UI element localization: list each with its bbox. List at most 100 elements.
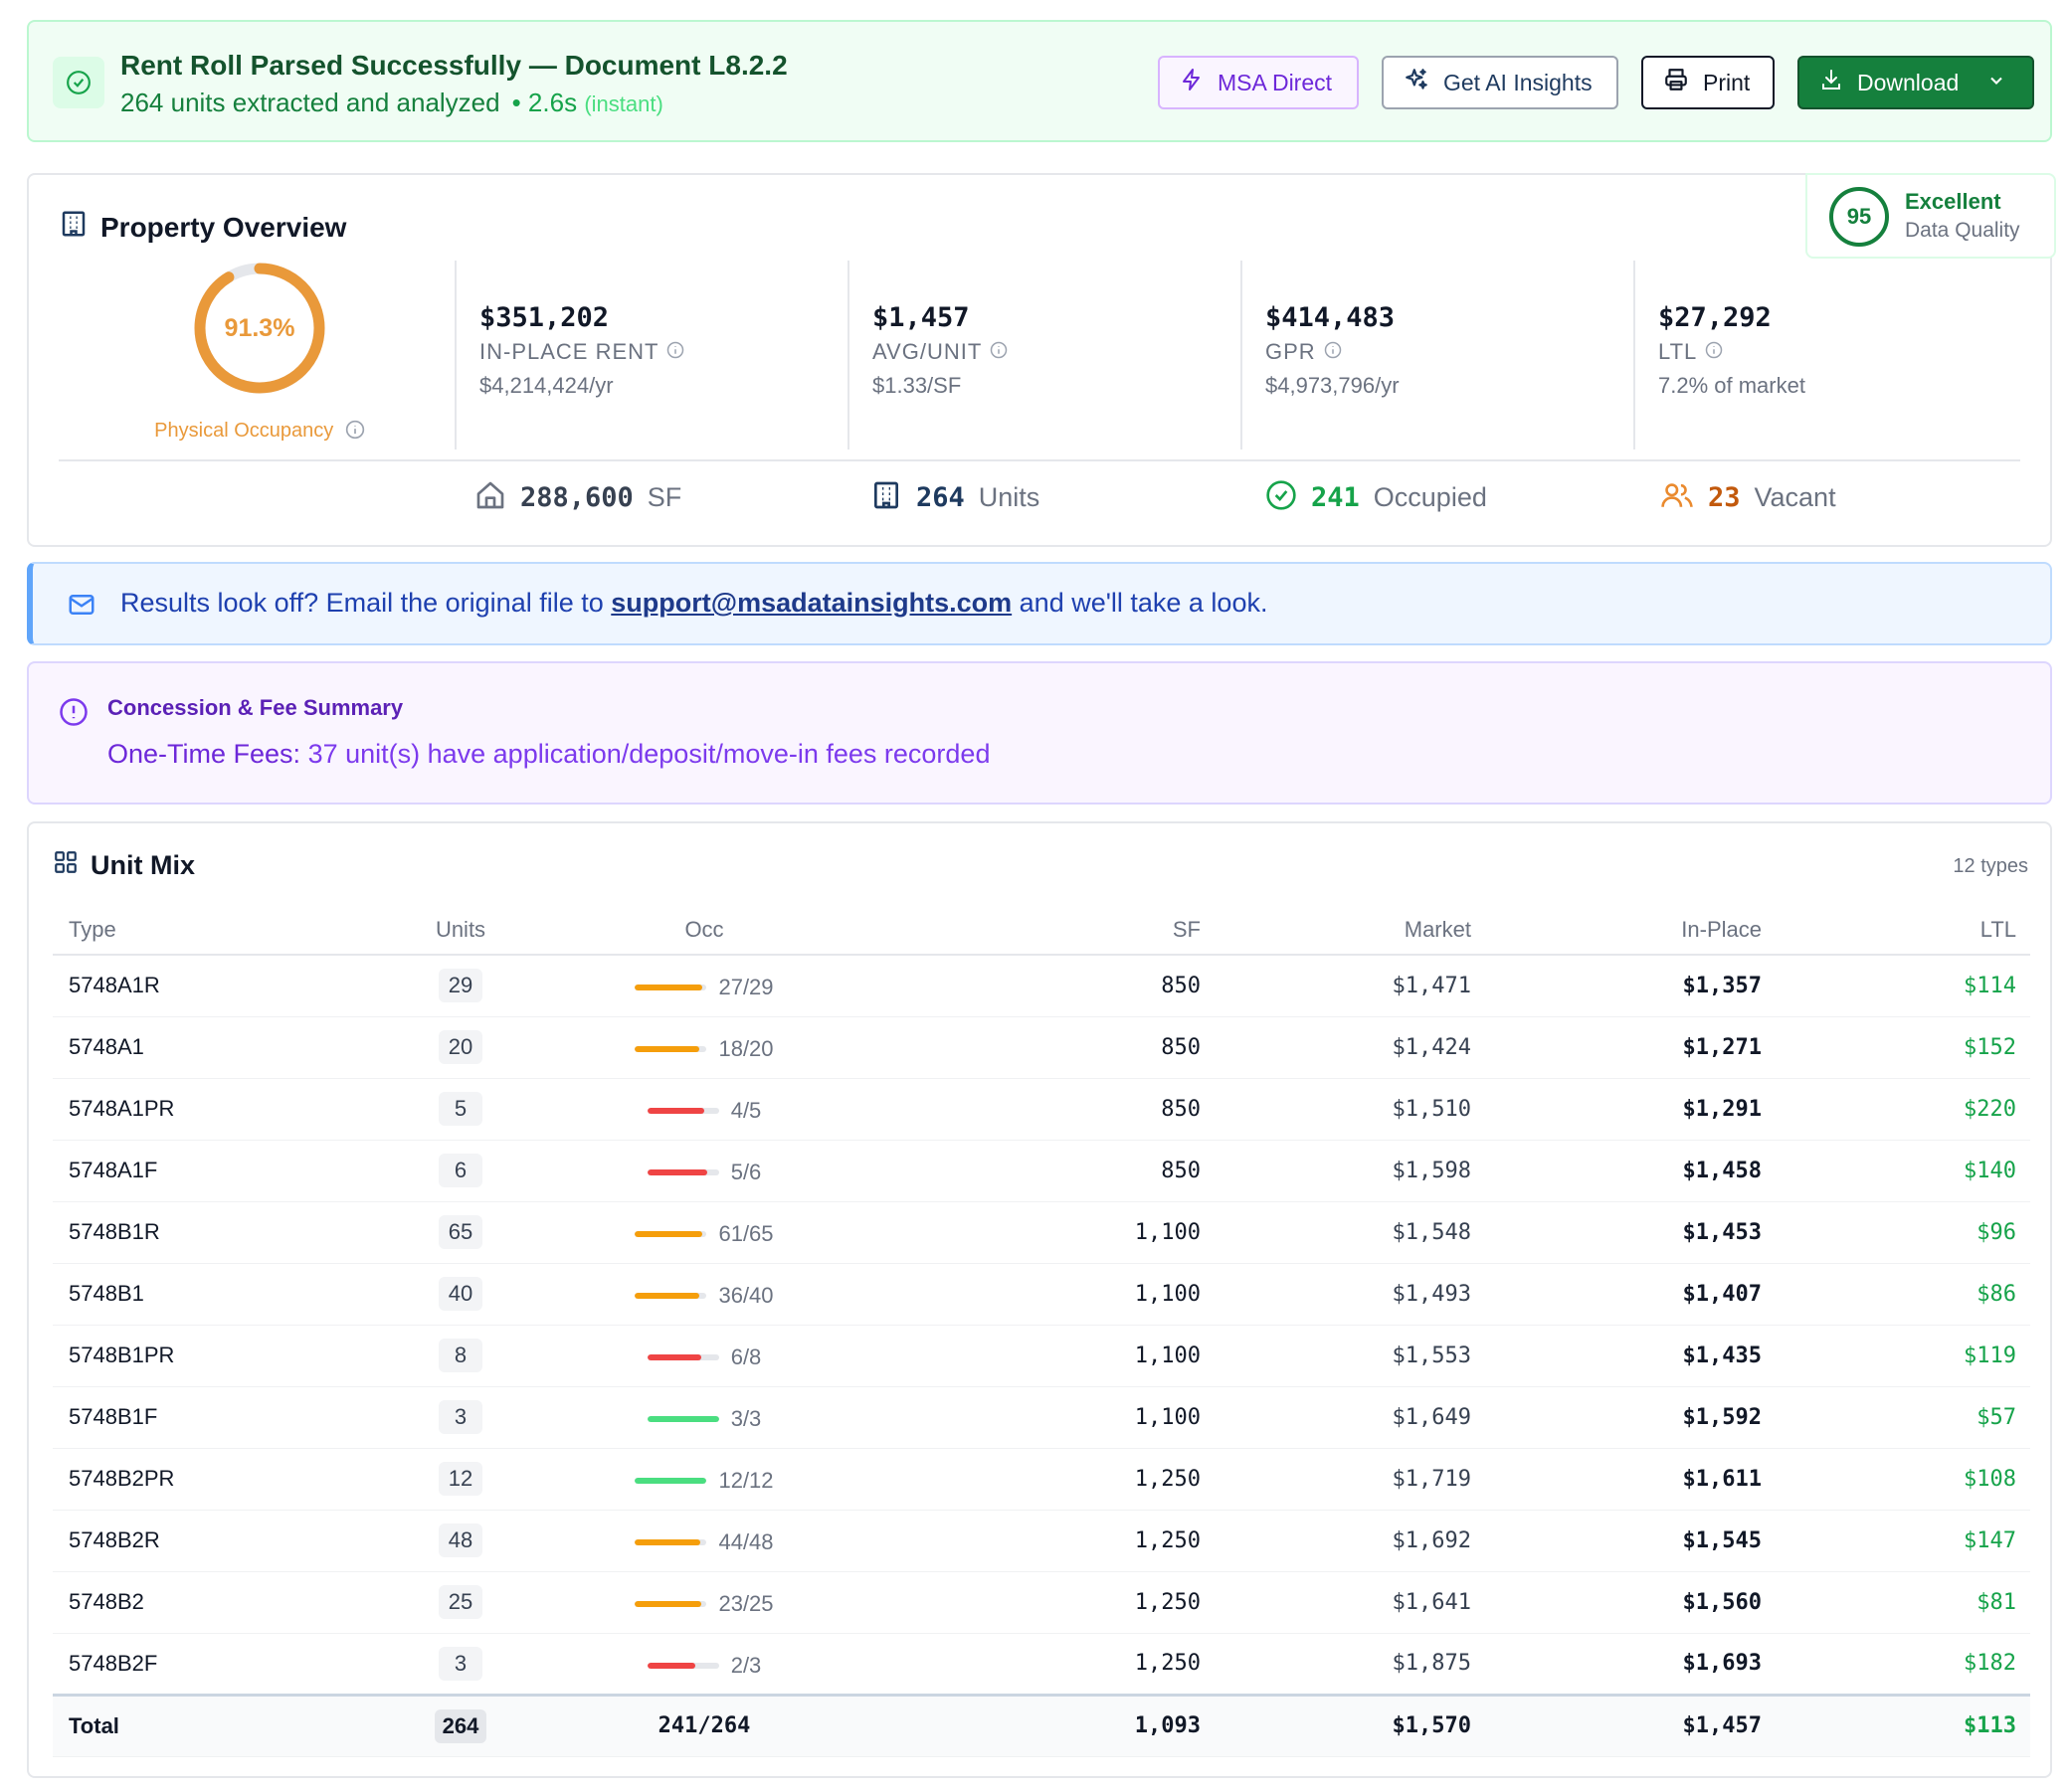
occupancy-bar xyxy=(635,1601,707,1607)
support-email-link[interactable]: support@msadatainsights.com xyxy=(611,588,1013,618)
occupancy-bar-fill xyxy=(635,1478,707,1484)
download-label: Download xyxy=(1857,69,1960,95)
units-pill: 65 xyxy=(439,1215,482,1249)
col-market[interactable]: Market xyxy=(1217,905,1487,956)
stat-vacant: 23 Vacant xyxy=(1660,479,1836,516)
printer-icon xyxy=(1663,67,1689,98)
table-row[interactable]: 5748A1F 6 5/6 850 $1,598 $1,458 $140 xyxy=(53,1140,2030,1202)
cell-inplace: $1,592 xyxy=(1487,1386,1778,1449)
cell-type: 5748A1PR xyxy=(53,1078,381,1141)
cell-sf: 850 xyxy=(868,1140,1217,1202)
cell-market: $1,553 xyxy=(1217,1325,1487,1387)
unit-mix-title: Unit Mix xyxy=(53,849,195,882)
metric-sub: 7.2% of market xyxy=(1658,373,1805,398)
property-overview-card: Property Overview 95 Excellent Data Qual… xyxy=(27,173,2056,547)
col-sf[interactable]: SF xyxy=(868,905,1217,956)
table-row[interactable]: 5748A1R 29 27/29 850 $1,471 $1,357 $114 xyxy=(53,955,2030,1017)
cell-inplace: $1,407 xyxy=(1487,1263,1778,1326)
info-icon[interactable] xyxy=(990,339,1008,365)
unit-mix-card: Unit Mix 12 types Type Units Occ SF Mark… xyxy=(27,821,2052,1778)
cell-occ: 18/20 xyxy=(540,1016,868,1079)
metric-value: $27,292 xyxy=(1658,302,1772,333)
units-pill: 25 xyxy=(439,1585,482,1619)
cell-occ: 3/3 xyxy=(540,1386,868,1449)
table-row[interactable]: 5748A1PR 5 4/5 850 $1,510 $1,291 $220 xyxy=(53,1078,2030,1141)
occupancy-bar xyxy=(635,1231,707,1237)
cell-sf: 850 xyxy=(868,1016,1217,1079)
table-row[interactable]: 5748B2PR 12 12/12 1,250 $1,719 $1,611 $108 xyxy=(53,1448,2030,1511)
cell-market: $1,598 xyxy=(1217,1140,1487,1202)
cell-sf: 1,100 xyxy=(868,1325,1217,1387)
units-pill: 3 xyxy=(439,1400,482,1434)
cell-market: $1,493 xyxy=(1217,1263,1487,1326)
units-pill: 48 xyxy=(439,1523,482,1557)
info-icon[interactable] xyxy=(666,339,684,365)
table-row[interactable]: 5748B2 25 23/25 1,250 $1,641 $1,560 $81 xyxy=(53,1571,2030,1634)
stat-occupied: 241 Occupied xyxy=(1265,479,1487,516)
table-row[interactable]: 5748B2F 3 2/3 1,250 $1,875 $1,693 $182 xyxy=(53,1633,2030,1696)
download-button[interactable]: Download xyxy=(1797,56,2034,109)
cell-type: 5748B2 xyxy=(53,1571,381,1634)
occ-text: 12/12 xyxy=(718,1468,774,1493)
units-pill: 29 xyxy=(439,969,482,1003)
col-units[interactable]: Units xyxy=(381,905,540,956)
info-icon[interactable] xyxy=(1324,339,1342,365)
units-pill: 6 xyxy=(439,1154,482,1187)
cell-occ: 44/48 xyxy=(540,1510,868,1572)
sparkles-icon xyxy=(1404,67,1429,98)
cell-occ: 23/25 xyxy=(540,1571,868,1634)
chevron-down-icon[interactable] xyxy=(1986,70,2006,96)
get-ai-insights-label: Get AI Insights xyxy=(1443,69,1593,95)
cell-units: 40 xyxy=(381,1263,540,1326)
table-row[interactable]: 5748B1 40 36/40 1,100 $1,493 $1,407 $86 xyxy=(53,1263,2030,1326)
table-row[interactable]: 5748A1 20 18/20 850 $1,424 $1,271 $152 xyxy=(53,1016,2030,1079)
cell-ltl: $147 xyxy=(1778,1510,2030,1572)
occ-text: 6/8 xyxy=(730,1344,762,1369)
cell-type: 5748B1 xyxy=(53,1263,381,1326)
cell-type: 5748B1R xyxy=(53,1201,381,1264)
total-sf: 1,093 xyxy=(868,1693,1217,1757)
occupancy-bar-fill xyxy=(635,1046,700,1052)
cell-sf: 1,100 xyxy=(868,1201,1217,1264)
metric-label: LTL xyxy=(1658,339,2028,365)
table-row[interactable]: 5748B1F 3 3/3 1,100 $1,649 $1,592 $57 xyxy=(53,1386,2030,1449)
occupancy-bar xyxy=(635,985,707,991)
col-inplace[interactable]: In-Place xyxy=(1487,905,1778,956)
get-ai-insights-button[interactable]: Get AI Insights xyxy=(1382,56,1618,109)
cell-ltl: $86 xyxy=(1778,1263,2030,1326)
occ-text: 2/3 xyxy=(730,1652,762,1678)
col-type[interactable]: Type xyxy=(53,905,381,956)
print-button[interactable]: Print xyxy=(1641,56,1775,109)
occupancy-bar xyxy=(635,1293,707,1299)
table-row[interactable]: 5748B1PR 8 6/8 1,100 $1,553 $1,435 $119 xyxy=(53,1325,2030,1387)
unit-mix-table: Type Units Occ SF Market In-Place LTL 57… xyxy=(53,905,2030,1757)
col-ltl[interactable]: LTL xyxy=(1778,905,2030,956)
cell-inplace: $1,693 xyxy=(1487,1633,1778,1696)
metric-sub: $1.33/SF xyxy=(872,373,962,398)
col-occ[interactable]: Occ xyxy=(540,905,868,956)
info-icon[interactable] xyxy=(345,420,365,445)
cell-inplace: $1,435 xyxy=(1487,1325,1778,1387)
cell-type: 5748A1R xyxy=(53,955,381,1017)
cell-units: 5 xyxy=(381,1078,540,1141)
cell-occ: 5/6 xyxy=(540,1140,868,1202)
unit-mix-body: 5748A1R 29 27/29 850 $1,471 $1,357 $114 5748A1 2… xyxy=(53,955,2030,1696)
table-row[interactable]: 5748B2R 48 44/48 1,250 $1,692 $1,545 $147 xyxy=(53,1510,2030,1572)
support-notice: Results look off? Email the original fil… xyxy=(27,562,2052,645)
units-pill: 3 xyxy=(439,1646,482,1681)
info-icon[interactable] xyxy=(1705,339,1723,365)
occupancy-bar-fill xyxy=(647,1169,707,1175)
concession-text: 37 unit(s) have application/deposit/move… xyxy=(300,739,991,769)
cell-occ: 4/5 xyxy=(540,1078,868,1141)
occupancy-bar xyxy=(635,1478,707,1484)
concession-label: One-Time Fees: xyxy=(107,739,301,769)
cell-ltl: $108 xyxy=(1778,1448,2030,1511)
occupancy-bar xyxy=(647,1169,719,1175)
occupancy-bar xyxy=(647,1416,719,1422)
cell-inplace: $1,291 xyxy=(1487,1078,1778,1141)
units-pill: 40 xyxy=(439,1277,482,1311)
unit-types-count: 12 types xyxy=(1953,855,2028,877)
msa-direct-button[interactable]: MSA Direct xyxy=(1158,56,1359,109)
table-row[interactable]: 5748B1R 65 61/65 1,100 $1,548 $1,453 $96 xyxy=(53,1201,2030,1264)
users-icon xyxy=(1660,479,1694,516)
